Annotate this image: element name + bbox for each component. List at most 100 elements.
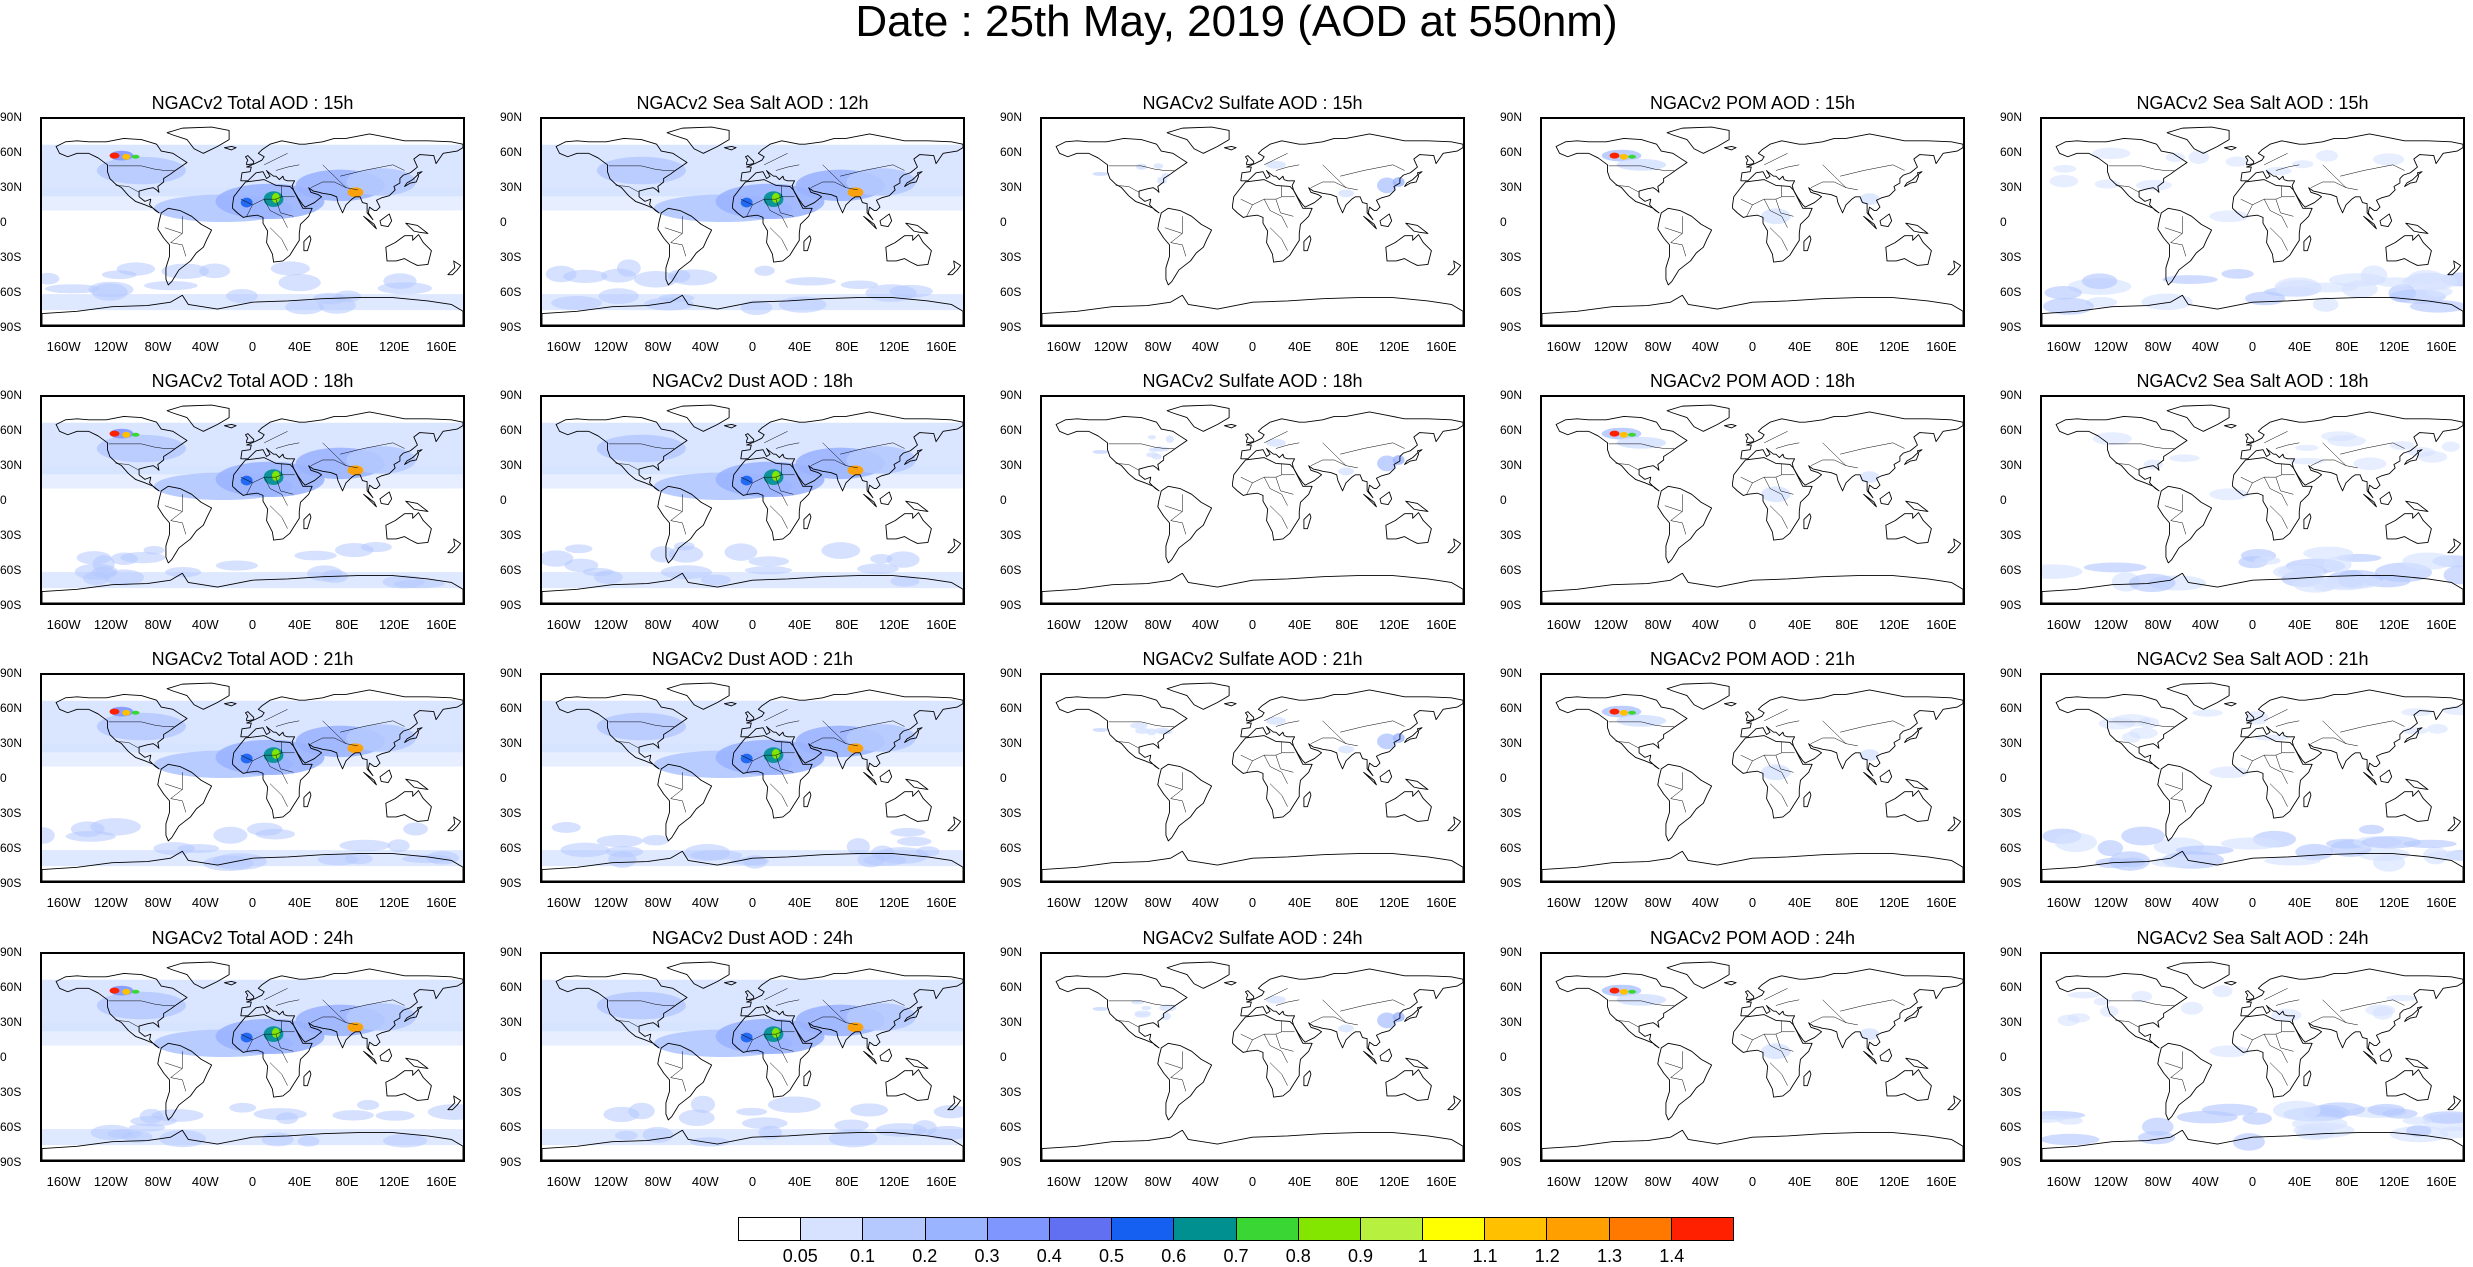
lon-tick-label: 80E [2335, 339, 2359, 354]
panel-title: NGACv2 Sea Salt AOD : 18h [2136, 371, 2369, 391]
border-line [752, 474, 782, 484]
coastline-iceland [2224, 981, 2237, 986]
border-line [2240, 754, 2253, 773]
lon-tick-label: 40E [288, 895, 312, 910]
coastline-uk [1245, 155, 1255, 166]
coastline-madagascar [1803, 235, 1812, 252]
lon-tick-label: 160W [546, 617, 581, 632]
lon-tick-label: 40W [1691, 617, 1719, 632]
coastline-borneo [379, 1048, 393, 1063]
coastline-eurasia [240, 411, 463, 499]
colorbar-swatch [1485, 1218, 1548, 1240]
coastline-greenland [666, 682, 730, 710]
border-line [2275, 1034, 2294, 1052]
lon-tick-label: 120E [378, 1174, 410, 1189]
panel-title: NGACv2 Dust AOD : 18h [651, 371, 854, 391]
border-line [2281, 185, 2295, 198]
coastline-antarctica [2042, 294, 2463, 325]
panel-title: NGACv2 Sea Salt AOD : 12h [636, 93, 869, 113]
lat-tick-label: 0 [500, 215, 507, 229]
colorbar-label: 1 [1417, 1246, 1428, 1266]
coastline-southAmerica [657, 1042, 713, 1121]
coastline-greenland [1666, 404, 1730, 432]
coastline-eurasia [1740, 968, 1963, 1056]
lon-tick-label: 40E [1288, 339, 1312, 354]
lat-tick-label: 0 [500, 493, 507, 507]
coastline-africa [732, 457, 813, 541]
coastline-japan [1904, 171, 1923, 187]
coastline-japan [404, 727, 423, 743]
national-borders [1608, 153, 1905, 257]
border-line [164, 505, 183, 512]
coastline-indonesia [1863, 771, 1877, 786]
lat-tick-label: 90S [0, 320, 22, 334]
lat-tick-label: 30N [1000, 736, 1023, 750]
border-line [1775, 164, 1800, 171]
lat-tick-label: 30S [1000, 1085, 1022, 1099]
coastline-australia [2385, 234, 2432, 266]
lon-tick-label: 80W [1644, 339, 1672, 354]
border-line [2269, 227, 2288, 251]
lon-tick-label: 120E [1878, 617, 1910, 632]
coastline-iceland [1224, 424, 1237, 429]
lon-tick-label: 120W [1593, 1174, 1628, 1189]
lat-tick-label: 30S [500, 250, 522, 264]
border-line [322, 442, 347, 466]
border-line [164, 783, 183, 790]
border-line [2115, 463, 2140, 471]
border-line [2252, 474, 2282, 484]
border-line [2275, 720, 2300, 727]
lon-tick-label: 120W [93, 339, 128, 354]
map-panel: NGACv2 Sulfate AOD : 15h 90N 60N 30N 0 30S 60S… [1000, 92, 1465, 354]
border-line [1670, 494, 1683, 521]
national-borders [2108, 709, 2405, 813]
national-borders [1108, 988, 1405, 1092]
coastline-borneo [2379, 1048, 2393, 1063]
coastline-northAmerica [55, 972, 188, 1049]
lon-tick-label: 40E [288, 339, 312, 354]
aod-field [1092, 716, 1405, 754]
world-map [40, 952, 465, 1162]
lon-tick-label: 0 [748, 895, 757, 910]
border-line [615, 741, 640, 749]
coastline-greenland [666, 961, 730, 989]
coastline-japan [2404, 1006, 2423, 1022]
panel-title: NGACv2 Dust AOD : 24h [651, 928, 854, 948]
coastline-northAmerica [2055, 693, 2188, 770]
border-line [275, 999, 300, 1006]
border-line [764, 431, 788, 444]
border-line [2170, 494, 2183, 521]
border-line [1334, 1016, 1358, 1026]
coastline-uk [1245, 433, 1255, 444]
coastline-australia [1385, 790, 1432, 822]
border-line [1115, 1020, 1140, 1028]
coastline-eurasia [2240, 968, 2463, 1056]
coastlines [2042, 404, 2463, 603]
border-line [740, 476, 753, 495]
lon-tick-label: 40W [1191, 339, 1219, 354]
coastline-uk [745, 433, 755, 444]
border-line [170, 1077, 187, 1092]
coastline-borneo [879, 491, 893, 506]
border-line [2269, 505, 2288, 529]
border-line [740, 1033, 753, 1052]
border-line [310, 737, 335, 744]
border-line [2252, 1031, 2282, 1041]
coastline-uk [245, 990, 255, 1001]
lon-tick-label: 120W [1593, 339, 1628, 354]
lon-tick-label: 40E [1788, 617, 1812, 632]
lon-tick-label: 80W [1644, 617, 1672, 632]
border-line [1664, 783, 1683, 790]
border-line [115, 1020, 140, 1028]
lat-tick-label: 60N [500, 423, 523, 437]
lat-tick-label: 30N [2000, 736, 2023, 750]
coastline-uk [1745, 155, 1755, 166]
border-line [1769, 505, 1788, 529]
border-line [763, 755, 788, 784]
coastline-northAmerica [1555, 693, 1688, 770]
aod-field [2043, 147, 2463, 315]
lon-tick-label: 40W [2191, 339, 2219, 354]
border-line [2275, 199, 2294, 217]
coastline-greenland [1166, 682, 1230, 710]
lon-tick-label: 160W [1046, 895, 1081, 910]
